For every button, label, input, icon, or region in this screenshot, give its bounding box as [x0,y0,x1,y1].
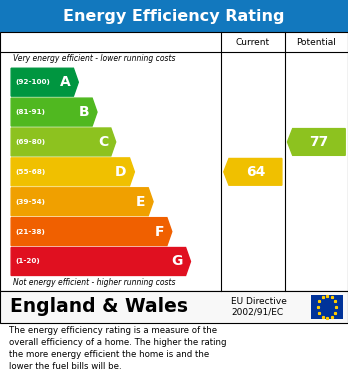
Text: F: F [155,224,164,239]
Text: B: B [79,105,89,119]
Text: G: G [172,255,183,269]
Text: C: C [98,135,108,149]
Polygon shape [287,129,345,155]
Text: A: A [60,75,71,89]
Polygon shape [11,248,190,275]
Text: 64: 64 [246,165,265,179]
Text: (21-38): (21-38) [15,229,45,235]
Polygon shape [11,218,172,246]
Bar [0,32,348,291]
Text: The energy efficiency rating is a measure of the
overall efficiency of a home. T: The energy efficiency rating is a measur… [9,326,226,371]
Polygon shape [11,68,78,96]
Bar [0,291,348,323]
Text: Potential: Potential [296,38,336,47]
Text: (1-20): (1-20) [15,258,40,264]
Text: England & Wales: England & Wales [10,298,188,316]
Bar [0,0,348,32]
Polygon shape [11,128,116,156]
Bar [311,295,343,319]
Text: Not energy efficient - higher running costs: Not energy efficient - higher running co… [13,278,176,287]
Text: Current: Current [236,38,270,47]
Text: 77: 77 [309,135,329,149]
Polygon shape [11,158,134,186]
Text: (81-91): (81-91) [15,109,45,115]
Text: 2002/91/EC: 2002/91/EC [231,307,284,317]
Text: (92-100): (92-100) [15,79,50,85]
Text: D: D [115,165,127,179]
Text: E: E [136,195,145,209]
Text: Very energy efficient - lower running costs: Very energy efficient - lower running co… [13,54,176,63]
Polygon shape [11,98,97,126]
Text: (69-80): (69-80) [15,139,46,145]
Text: Energy Efficiency Rating: Energy Efficiency Rating [63,9,285,23]
Text: (39-54): (39-54) [15,199,45,205]
Text: (55-68): (55-68) [15,169,46,175]
Polygon shape [224,158,282,185]
Text: EU Directive: EU Directive [231,297,287,307]
Polygon shape [11,188,153,216]
